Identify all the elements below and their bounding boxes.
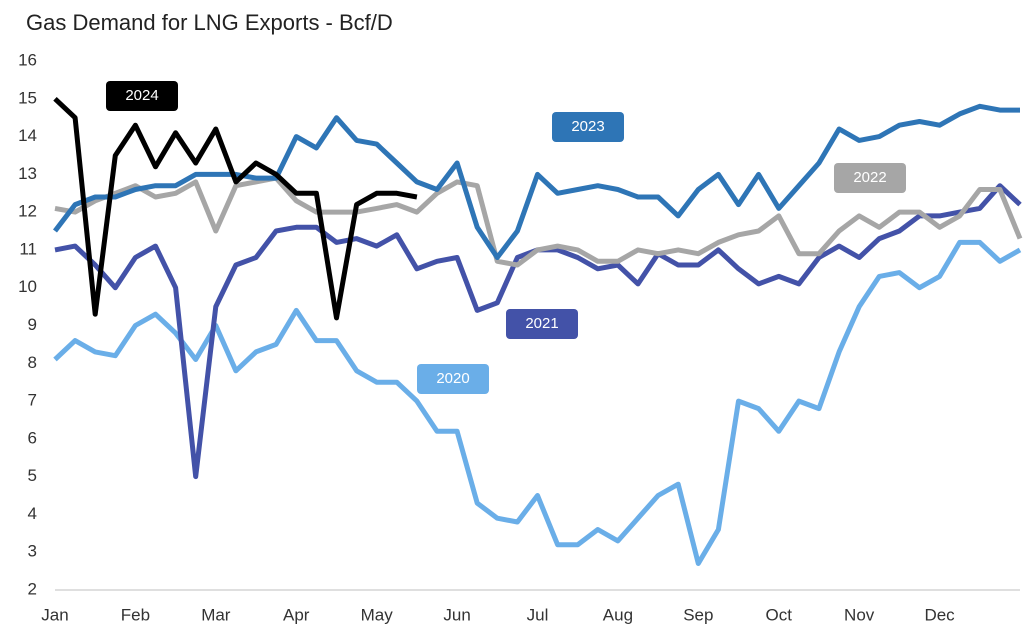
y-tick-label: 9 <box>28 315 37 334</box>
series-line <box>53 96 418 321</box>
y-tick-label: 2 <box>28 579 37 598</box>
legend-label: 2024 <box>125 87 158 104</box>
legend-box <box>417 364 489 394</box>
y-tick-label: 13 <box>18 164 37 183</box>
y-tick-label: 6 <box>28 428 37 447</box>
legend-label: 2021 <box>525 315 558 332</box>
x-tick-label: Jan <box>41 605 68 624</box>
y-tick-label: 16 <box>18 50 37 69</box>
y-tick-label: 5 <box>28 466 37 485</box>
x-tick-label: Jun <box>443 605 470 624</box>
legend-box <box>552 112 624 142</box>
y-tick-label: 15 <box>18 88 37 107</box>
x-tick-label: Mar <box>201 605 231 624</box>
y-tick-label: 10 <box>18 277 37 296</box>
legend-label: 2023 <box>571 118 604 135</box>
legend-box <box>834 163 906 193</box>
y-tick-label: 11 <box>19 239 37 258</box>
y-tick-label: 8 <box>28 353 37 372</box>
y-tick-label: 7 <box>28 391 37 410</box>
series-line <box>53 103 1020 260</box>
x-tick-label: May <box>361 605 394 624</box>
y-tick-label: 3 <box>28 542 37 561</box>
y-tick-label: 14 <box>18 126 37 145</box>
x-tick-label: Dec <box>924 605 955 624</box>
x-tick-label: Sep <box>683 605 713 624</box>
chart-title: Gas Demand for LNG Exports - Bcf/D <box>26 10 393 35</box>
series-line <box>54 175 1023 268</box>
x-tick-label: Aug <box>603 605 633 624</box>
legend-box <box>506 309 578 339</box>
y-tick-label: 12 <box>18 202 37 221</box>
y-tick-label: 4 <box>28 504 37 523</box>
legend-label: 2022 <box>853 169 886 186</box>
legend-box <box>106 81 178 111</box>
x-tick-label: Apr <box>283 605 310 624</box>
x-tick-label: Nov <box>844 605 875 624</box>
legend-label: 2020 <box>436 370 469 387</box>
series-line <box>53 239 1022 566</box>
x-tick-label: Feb <box>121 605 150 624</box>
x-tick-label: Oct <box>766 605 793 624</box>
x-tick-label: Jul <box>527 605 549 624</box>
